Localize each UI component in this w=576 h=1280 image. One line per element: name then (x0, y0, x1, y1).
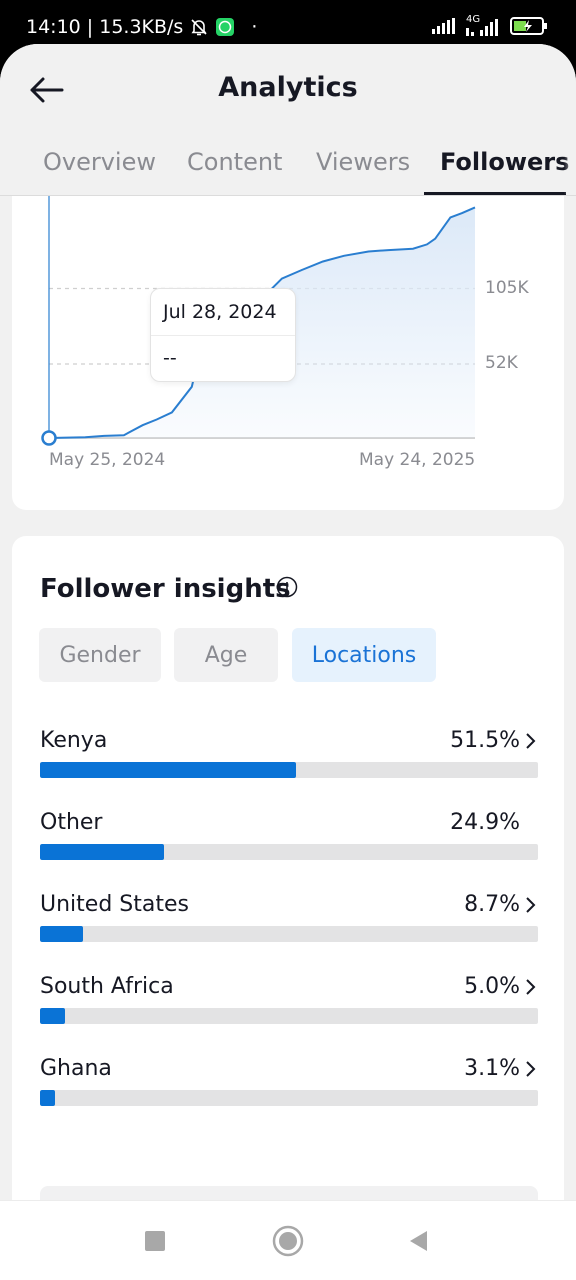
page-title: Analytics (218, 72, 358, 103)
status-right: 4G (432, 14, 548, 40)
location-percent: 24.9% (450, 810, 520, 835)
location-percent: 3.1% (464, 1056, 520, 1081)
location-name: Other (40, 810, 103, 835)
battery-charging-icon (510, 16, 548, 40)
y-tick-label: 52K (485, 352, 518, 373)
x-tick-end: May 24, 2025 (359, 450, 476, 470)
header: Analytics Overview Content Viewers Follo… (0, 44, 576, 196)
back-button[interactable] (24, 68, 68, 112)
tab-followers[interactable]: Followers (440, 148, 570, 176)
signal-icon (432, 18, 456, 38)
location-bar-fill (40, 1008, 65, 1024)
time-speed: 14:10 | 15.3KB/s (26, 16, 184, 38)
status-left: 14:10 | 15.3KB/s · (26, 16, 257, 38)
chart-tooltip: Jul 28, 2024 -- (150, 288, 296, 382)
tooltip-date: Jul 28, 2024 (163, 301, 277, 323)
tooltip-value: -- (163, 347, 177, 369)
location-percent: 51.5% (450, 728, 520, 753)
chevron-right-icon (526, 897, 536, 913)
analytics-screen: Analytics Overview Content Viewers Follo… (0, 44, 576, 1280)
tabs-fade (564, 136, 576, 194)
4g-signal-icon: 4G (466, 14, 500, 38)
location-name: South Africa (40, 974, 174, 999)
location-row-ghana[interactable]: Ghana 3.1% (40, 1056, 538, 1120)
followers-chart-card: 105K 52K May 25, 2024 May 24, 2025 Jul 2… (12, 196, 564, 510)
location-bar-track (40, 1090, 538, 1106)
location-bar-fill (40, 844, 164, 860)
chevron-right-icon (526, 979, 536, 995)
tooltip-divider (151, 335, 295, 336)
tab-overview[interactable]: Overview (43, 148, 156, 176)
location-row-united-states[interactable]: United States 8.7% (40, 892, 538, 956)
back-triangle-icon[interactable] (402, 1225, 434, 1257)
whatsapp-icon (215, 17, 235, 37)
location-bar-track (40, 1008, 538, 1024)
follower-insights-card: Follower insights Gender Age Locations K… (12, 536, 564, 1256)
mute-bell-icon (189, 17, 209, 37)
chip-gender[interactable]: Gender (39, 628, 161, 682)
location-row-south-africa[interactable]: South Africa 5.0% (40, 974, 538, 1038)
chevron-right-icon (526, 1061, 536, 1077)
tab-viewers[interactable]: Viewers (316, 148, 411, 176)
location-name: Ghana (40, 1056, 112, 1081)
location-name: United States (40, 892, 189, 917)
location-bar-fill (40, 1090, 56, 1106)
system-nav-bar (0, 1200, 576, 1280)
arrow-left-icon (30, 77, 64, 103)
location-bar-fill (40, 926, 84, 942)
status-dot: · (251, 16, 258, 38)
location-bar-track (40, 844, 538, 860)
y-tick-label: 105K (485, 277, 529, 298)
location-bar-fill (40, 762, 297, 778)
network-type: 4G (466, 14, 481, 25)
active-tab-indicator (424, 192, 566, 195)
location-percent: 5.0% (464, 974, 520, 999)
chip-locations[interactable]: Locations (292, 628, 436, 682)
insights-title: Follower insights (40, 574, 291, 604)
tab-content[interactable]: Content (187, 148, 283, 176)
location-bar-track (40, 762, 538, 778)
recents-square-icon[interactable] (139, 1225, 171, 1257)
info-icon[interactable] (276, 576, 298, 598)
location-name: Kenya (40, 728, 108, 753)
location-row-kenya[interactable]: Kenya 51.5% (40, 728, 538, 792)
chip-age[interactable]: Age (174, 628, 278, 682)
location-row-other: Other 24.9% (40, 810, 538, 874)
tab-bar: Overview Content Viewers Followers (0, 136, 576, 196)
location-percent: 8.7% (464, 892, 520, 917)
chevron-right-icon (526, 733, 536, 749)
cursor-marker (41, 430, 57, 446)
home-circle-icon[interactable] (272, 1225, 304, 1257)
location-bar-track (40, 926, 538, 942)
x-tick-start: May 25, 2024 (49, 450, 166, 470)
